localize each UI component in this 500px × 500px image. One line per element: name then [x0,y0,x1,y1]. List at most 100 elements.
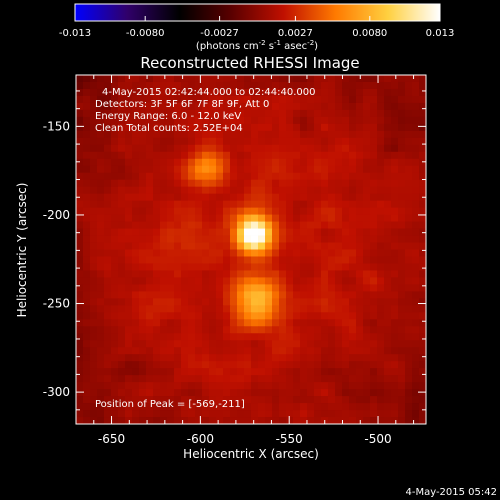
heatmap-cell [230,263,238,271]
heatmap-cell [104,200,112,209]
heatmap-cell [321,235,329,243]
heatmap-cell [181,347,189,355]
heatmap-cell [328,277,336,285]
heatmap-cell [83,151,91,160]
heatmap-cell [307,312,315,320]
heatmap-cell [174,242,182,250]
heatmap-cell [83,375,91,383]
heatmap-cell [377,291,385,299]
heatmap-cell [188,389,196,397]
heatmap-cell [349,214,357,222]
heatmap-cell [377,214,385,222]
heatmap-cell [76,137,84,146]
heatmap-cell [167,403,175,411]
heatmap-cell [195,256,203,264]
heatmap-cell [230,382,238,390]
heatmap-cell [153,200,161,209]
heatmap-cell [314,354,322,362]
heatmap-cell [335,109,343,118]
heatmap-cell [160,102,168,111]
heatmap-cell [146,207,154,215]
heatmap-cell [293,242,301,250]
heatmap-cell [405,123,413,132]
heatmap-cell [370,403,378,411]
heatmap-cell [111,249,119,257]
heatmap-cell [398,193,406,202]
heatmap-cell [342,333,350,341]
heatmap-cell [195,235,203,243]
heatmap-cell [356,75,364,83]
heatmap-cell [132,291,140,299]
heatmap-cell [328,109,336,118]
heatmap-cell [300,375,308,383]
heatmap-cell [167,137,175,146]
heatmap-cell [195,263,203,271]
heatmap-cell [363,256,371,264]
heatmap-cell [83,116,91,125]
heatmap-cell [286,263,294,271]
heatmap-cell [279,298,287,306]
heatmap-cell [412,109,420,118]
heatmap-cell [132,270,140,278]
heatmap-cell [349,116,357,125]
heatmap-cell [321,102,329,111]
heatmap-cell [195,214,203,222]
heatmap-cell [349,382,357,390]
heatmap-cell [342,277,350,285]
heatmap-cell [251,417,259,424]
heatmap-cell [328,249,336,257]
heatmap-cell [111,130,119,139]
heatmap-cell [104,207,112,215]
heatmap-cell [195,123,203,132]
heatmap-cell [181,417,189,424]
heatmap-cell [258,347,266,355]
heatmap-cell [405,256,413,264]
heatmap-cell [174,256,182,264]
heatmap-cell [195,347,203,355]
heatmap-cell [405,137,413,146]
x-axis-ticks: -650 -600 -550 -500 [75,75,415,446]
heatmap-cell [160,305,168,313]
heatmap-cell [293,382,301,390]
heatmap-cell [265,361,273,369]
heatmap-cell [237,109,245,118]
heatmap-cell [132,137,140,146]
heatmap-cell [111,368,119,376]
heatmap-cell [419,75,426,83]
heatmap-cell [349,123,357,132]
heatmap-cell [356,193,364,202]
heatmap-cell [356,284,364,292]
heatmap-cell [265,123,273,132]
heatmap-cell [377,305,385,313]
colorbar-ticks: -0.013 -0.0080 -0.0027 0.0027 0.0080 0.013 [59,16,454,39]
heatmap-cell [349,305,357,313]
heatmap-cell [188,368,196,376]
heatmap-cell [209,312,217,320]
heatmap-cell [328,144,336,153]
heatmap-cell [111,123,119,132]
heatmap-cell [167,88,175,97]
heatmap-cell [153,249,161,257]
heatmap-cell [223,354,231,362]
heatmap-cell [307,361,315,369]
heatmap-cell [251,179,259,188]
heatmap-cell [146,263,154,271]
heatmap-cell [146,179,154,188]
heatmap-cell [111,410,119,418]
heatmap-cell [174,403,182,411]
heatmap-cell [139,389,147,397]
heatmap-cell [307,102,315,111]
heatmap-cell [349,298,357,306]
heatmap-cell [174,81,182,90]
heatmap-cell [83,200,91,209]
heatmap-cell [111,158,119,167]
heatmap-cell [97,81,105,90]
heatmap-cell [237,200,245,209]
heatmap-cell [146,333,154,341]
heatmap-cell [174,277,182,285]
heatmap-cell [230,284,238,292]
heatmap-cell [181,270,189,278]
heatmap-cell [384,277,392,285]
heatmap-cell [230,214,238,222]
heatmap-cell [258,242,266,250]
